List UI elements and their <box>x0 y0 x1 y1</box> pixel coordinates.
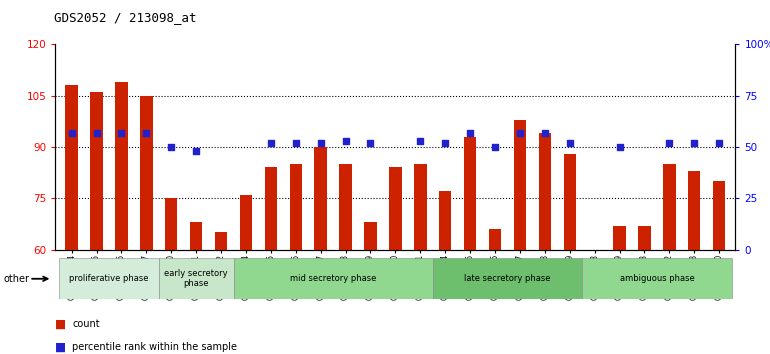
Text: ambiguous phase: ambiguous phase <box>620 274 695 283</box>
Point <box>140 130 152 135</box>
Point <box>265 140 277 145</box>
Point <box>290 140 302 145</box>
Bar <box>564 154 576 250</box>
Text: late secretory phase: late secretory phase <box>464 274 551 283</box>
Bar <box>215 233 227 250</box>
Bar <box>90 92 102 250</box>
Bar <box>140 96 152 250</box>
Point <box>414 138 427 144</box>
Bar <box>190 222 203 250</box>
Bar <box>165 198 177 250</box>
Point <box>439 140 451 145</box>
Bar <box>688 171 701 250</box>
Text: percentile rank within the sample: percentile rank within the sample <box>72 342 237 352</box>
Text: ■: ■ <box>55 318 66 330</box>
Text: early secretory
phase: early secretory phase <box>164 269 228 289</box>
Bar <box>464 137 477 250</box>
Point <box>564 140 576 145</box>
Bar <box>116 82 128 250</box>
Point <box>65 130 78 135</box>
Bar <box>290 164 302 250</box>
Point <box>90 130 102 135</box>
Text: mid secretory phase: mid secretory phase <box>290 274 377 283</box>
Text: GDS2052 / 213098_at: GDS2052 / 213098_at <box>54 11 196 24</box>
Bar <box>265 167 277 250</box>
Point <box>514 130 526 135</box>
Bar <box>340 164 352 250</box>
Bar <box>59 258 159 299</box>
Text: proliferative phase: proliferative phase <box>69 274 149 283</box>
Point <box>364 140 377 145</box>
Bar <box>389 167 402 250</box>
Bar <box>314 147 327 250</box>
Point <box>688 140 701 145</box>
Point <box>663 140 675 145</box>
Point <box>190 148 203 154</box>
Text: count: count <box>72 319 100 329</box>
Point <box>489 144 501 150</box>
Point <box>314 140 326 145</box>
Bar <box>489 229 501 250</box>
Point <box>116 130 128 135</box>
Bar <box>414 164 427 250</box>
Point <box>464 130 477 135</box>
Point <box>713 140 725 145</box>
Bar <box>614 225 626 250</box>
Bar <box>538 133 551 250</box>
Point <box>340 138 352 144</box>
Bar <box>514 120 526 250</box>
Text: ■: ■ <box>55 341 66 353</box>
Bar <box>713 181 725 250</box>
Bar <box>159 258 233 299</box>
Point <box>165 144 177 150</box>
Bar <box>433 258 582 299</box>
Bar <box>439 192 451 250</box>
Bar <box>638 225 651 250</box>
Point <box>539 130 551 135</box>
Bar <box>239 195 253 250</box>
Bar <box>65 85 78 250</box>
Bar <box>364 222 377 250</box>
Point <box>614 144 626 150</box>
Bar <box>663 164 675 250</box>
Text: other: other <box>3 274 29 284</box>
Bar <box>582 258 732 299</box>
Bar <box>233 258 433 299</box>
